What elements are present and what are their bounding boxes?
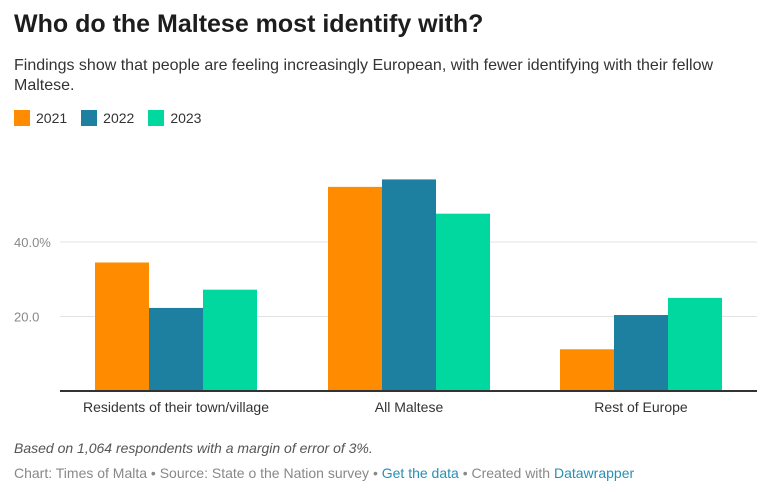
- legend-item-2023: 2023: [148, 110, 201, 126]
- bar-2022-0: [149, 307, 203, 391]
- y-tick-label-40: 40.0%: [14, 235, 51, 250]
- legend-label-2021: 2021: [36, 110, 68, 126]
- legend-label-2023: 2023: [170, 110, 202, 126]
- bar-2021-0: [95, 262, 149, 391]
- legend-label-2022: 2022: [103, 110, 135, 126]
- created-with-text: • Created with: [458, 465, 554, 481]
- credit-text: Chart: Times of Malta • Source: State o …: [14, 465, 382, 481]
- legend-item-2021: 2021: [14, 110, 67, 126]
- bar-chart: 20.0 40.0% Residents of their town/village…: [14, 179, 757, 415]
- legend-swatch-2022: [81, 110, 98, 126]
- x-category-label-2: Rest of Europe: [594, 399, 688, 415]
- legend-swatch-2021: [14, 110, 30, 126]
- chart-subtitle: Findings show that people are feeling in…: [14, 57, 714, 94]
- legend-swatch-2023: [148, 110, 165, 126]
- bar-2022-1: [382, 179, 436, 391]
- bar-2022-2: [614, 315, 668, 391]
- bar-2023-0: [203, 289, 257, 391]
- datawrapper-link[interactable]: Datawrapper: [553, 465, 635, 481]
- legend-item-2022: 2022: [81, 110, 134, 126]
- chart-title: Who do the Maltese most identify with?: [14, 10, 484, 38]
- x-category-label-0: Residents of their town/village: [83, 399, 269, 415]
- y-tick-label-20: 20.0: [14, 310, 39, 325]
- bar-2023-2: [668, 297, 722, 391]
- x-category-label-1: All Maltese: [375, 399, 444, 415]
- bar-2023-1: [436, 213, 490, 391]
- chart-note: Based on 1,064 respondents with a margin…: [14, 440, 373, 456]
- bar-2021-2: [560, 349, 614, 391]
- get-data-link[interactable]: Get the data: [381, 465, 459, 481]
- bar-2021-1: [328, 186, 382, 391]
- chart-footer: Chart: Times of Malta • Source: State o …: [14, 465, 634, 481]
- legend: 2021 2022 2023: [14, 110, 215, 126]
